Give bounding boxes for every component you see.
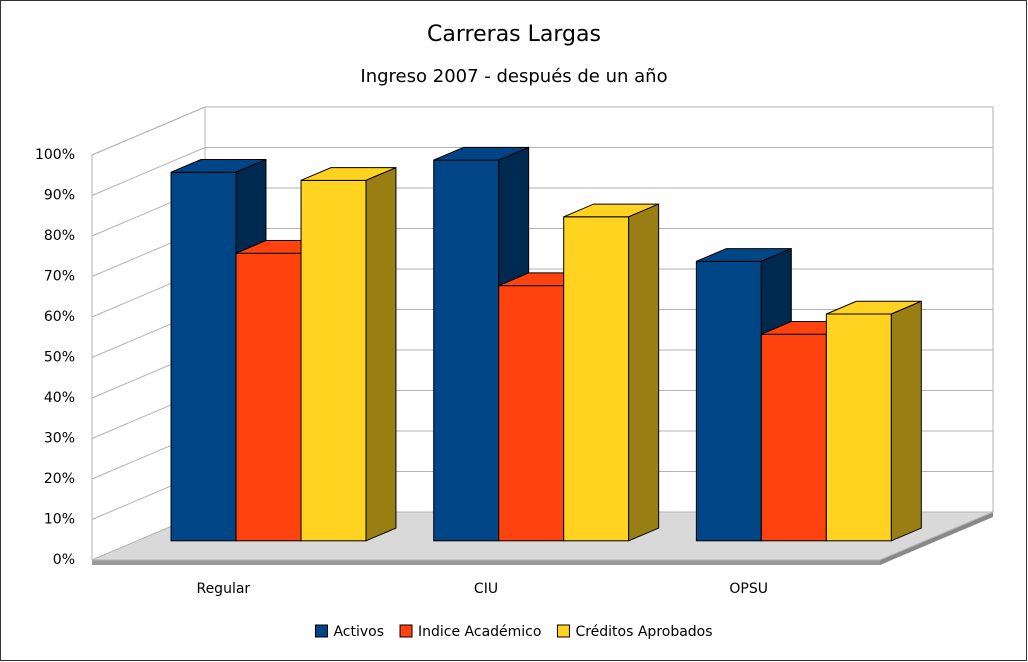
bar	[235, 252, 302, 542]
bar	[563, 216, 630, 542]
bar	[825, 313, 892, 542]
bar	[760, 333, 827, 542]
y-tick-label: 60%	[44, 309, 75, 325]
y-tick-label: 80%	[44, 228, 75, 244]
y-tick-label: 30%	[44, 431, 75, 447]
bar	[433, 159, 500, 542]
y-tick-label: 100%	[35, 147, 75, 163]
grid-line	[91, 147, 206, 196]
legend-swatch	[556, 624, 570, 638]
legend-swatch	[314, 624, 328, 638]
floor-edge	[92, 560, 880, 565]
y-tick-label: 70%	[44, 269, 75, 285]
bar-side	[628, 203, 660, 542]
y-tick-label: 0%	[53, 552, 75, 568]
y-tick-label: 10%	[44, 512, 75, 528]
chart-subtitle: Ingreso 2007 - después de un año	[360, 66, 667, 87]
x-tick-label: CIU	[474, 581, 498, 597]
bar	[695, 260, 762, 542]
y-tick-label: 50%	[44, 350, 75, 366]
legend-label: Indice Académico	[418, 624, 541, 640]
chart-title: Carreras Largas	[427, 22, 601, 47]
legend-label: Créditos Aprobados	[575, 624, 712, 640]
x-tick-label: OPSU	[729, 581, 768, 597]
bar-side	[890, 300, 922, 542]
y-tick-label: 40%	[44, 390, 75, 406]
x-tick-label: Regular	[196, 581, 250, 597]
bar	[498, 285, 565, 542]
y-tick-label: 20%	[44, 471, 75, 487]
floor-side	[880, 512, 993, 565]
bar	[300, 179, 367, 542]
legend-swatch	[399, 624, 413, 638]
grid-line	[91, 106, 206, 156]
y-tick-label: 90%	[44, 188, 75, 204]
legend-label: Activos	[333, 624, 384, 640]
bar	[170, 171, 237, 542]
bar-side	[365, 166, 397, 542]
